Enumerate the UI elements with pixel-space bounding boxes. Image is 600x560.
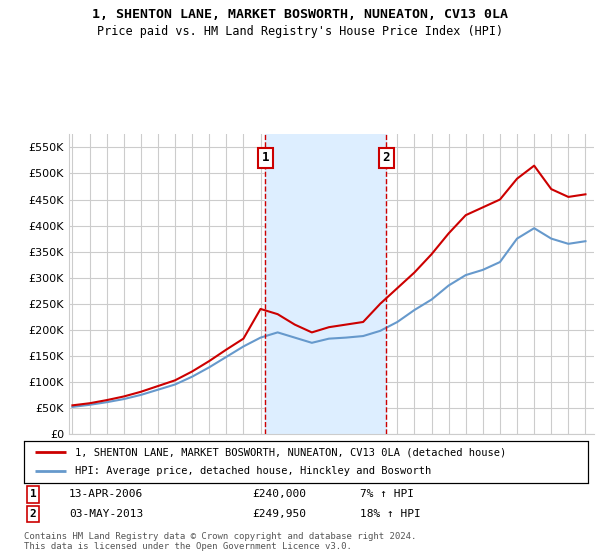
Text: 1: 1 [29, 489, 37, 500]
Text: 1, SHENTON LANE, MARKET BOSWORTH, NUNEATON, CV13 0LA (detached house): 1, SHENTON LANE, MARKET BOSWORTH, NUNEAT… [75, 447, 506, 457]
Text: HPI: Average price, detached house, Hinckley and Bosworth: HPI: Average price, detached house, Hinc… [75, 466, 431, 477]
Text: 2: 2 [382, 151, 390, 164]
Text: 18% ↑ HPI: 18% ↑ HPI [360, 509, 421, 519]
Text: £240,000: £240,000 [252, 489, 306, 500]
Text: 2: 2 [29, 509, 37, 519]
Text: 1: 1 [262, 151, 269, 164]
Bar [265, 134, 386, 434]
Text: £249,950: £249,950 [252, 509, 306, 519]
Text: 7% ↑ HPI: 7% ↑ HPI [360, 489, 414, 500]
Text: 1, SHENTON LANE, MARKET BOSWORTH, NUNEATON, CV13 0LA: 1, SHENTON LANE, MARKET BOSWORTH, NUNEAT… [92, 8, 508, 21]
Text: 03-MAY-2013: 03-MAY-2013 [69, 509, 143, 519]
Text: Price paid vs. HM Land Registry's House Price Index (HPI): Price paid vs. HM Land Registry's House … [97, 25, 503, 38]
Text: Contains HM Land Registry data © Crown copyright and database right 2024.
This d: Contains HM Land Registry data © Crown c… [24, 532, 416, 552]
Text: 13-APR-2006: 13-APR-2006 [69, 489, 143, 500]
